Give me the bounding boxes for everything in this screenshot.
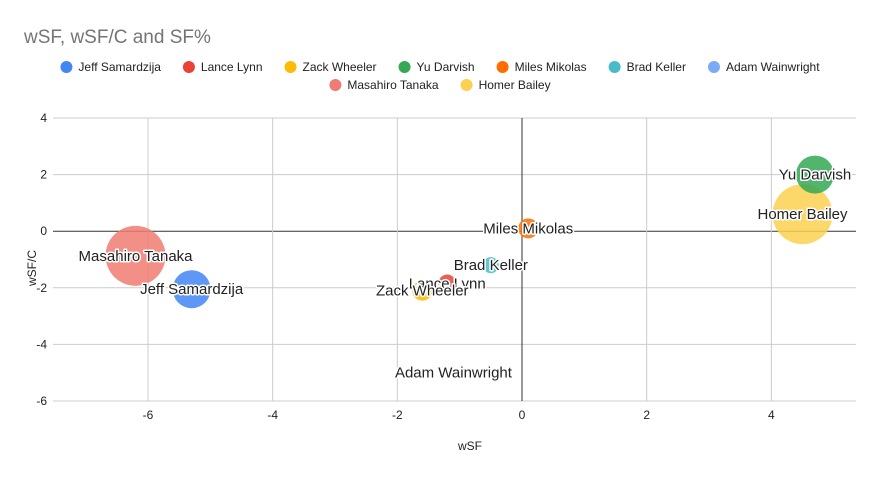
- bubble[interactable]: [518, 218, 539, 239]
- legend-label: Homer Bailey: [479, 78, 551, 92]
- legend-item[interactable]: Adam Wainwright: [707, 60, 820, 74]
- x-tick-label: -6: [143, 408, 154, 422]
- bubble[interactable]: [772, 184, 833, 245]
- y-axis-ticks: 4 2 0 -2 -4 -6: [36, 111, 47, 408]
- legend-item[interactable]: Zack Wheeler: [284, 60, 377, 74]
- y-tick-label: 2: [40, 168, 47, 182]
- chart-title: wSF, wSF/C and SF%: [23, 27, 211, 48]
- y-axis-title: wSF/C: [25, 250, 39, 287]
- bubble-label: Lance Lynn: [409, 276, 486, 293]
- legend-label: Miles Mikolas: [515, 60, 587, 74]
- legend-swatch: [496, 61, 509, 73]
- x-axis-title: wSF: [457, 439, 482, 453]
- legend-swatch: [329, 79, 342, 91]
- bubble[interactable]: [172, 270, 211, 309]
- bubbles: [105, 155, 834, 374]
- legend-swatch: [608, 61, 621, 73]
- legend-swatch: [284, 61, 297, 73]
- y-tick-label: -6: [36, 394, 47, 408]
- legend-item[interactable]: Masahiro Tanaka: [329, 78, 439, 92]
- bubble-label: Adam Wainwright: [395, 365, 513, 382]
- y-tick-label: -4: [36, 337, 47, 351]
- bubble[interactable]: [438, 274, 457, 293]
- bubble[interactable]: [412, 280, 433, 301]
- y-tick-label: -2: [36, 281, 47, 295]
- x-tick-label: 4: [768, 408, 775, 422]
- y-tick-label: 0: [40, 224, 47, 238]
- legend-item[interactable]: Brad Keller: [608, 60, 686, 74]
- bubble[interactable]: [452, 371, 455, 374]
- legend-label: Adam Wainwright: [726, 60, 820, 74]
- legend-label: Zack Wheeler: [303, 60, 377, 74]
- bubble-label: Brad Keller: [454, 257, 528, 274]
- legend-label: Yu Darvish: [417, 60, 475, 74]
- legend-item[interactable]: Lance Lynn: [182, 60, 263, 74]
- legend-swatch: [60, 61, 73, 73]
- bubble[interactable]: [105, 225, 166, 286]
- x-tick-label: 0: [519, 408, 526, 422]
- bubble-label: Miles Mikolas: [483, 220, 573, 237]
- x-axis-ticks: -6 -4 -2 0 2 4: [143, 408, 775, 422]
- legend-swatch: [182, 61, 195, 73]
- x-tick-label: 2: [643, 408, 650, 422]
- bubble-label: Yu Darvish: [779, 167, 852, 184]
- legend-label: Jeff Samardzija: [78, 60, 161, 74]
- legend-item[interactable]: Jeff Samardzija: [60, 60, 161, 74]
- legend-item[interactable]: Miles Mikolas: [496, 60, 587, 74]
- legend-label: Lance Lynn: [201, 60, 263, 74]
- bubble-label: Homer Bailey: [757, 206, 848, 223]
- y-tick-label: 4: [40, 111, 47, 125]
- legend-swatch: [707, 61, 720, 73]
- legend-label: Brad Keller: [627, 60, 686, 74]
- bubble-label: Jeff Samardzija: [140, 281, 244, 298]
- legend-label: Masahiro Tanaka: [347, 78, 438, 92]
- legend-swatch: [398, 61, 411, 73]
- x-tick-label: -4: [267, 408, 278, 422]
- bubble-label: Zack Wheeler: [376, 283, 469, 300]
- x-tick-label: -2: [392, 408, 403, 422]
- legend: Jeff Samardzija Lance Lynn Zack Wheeler Yu …: [60, 60, 820, 92]
- legend-item[interactable]: Homer Bailey: [460, 78, 551, 92]
- bubble[interactable]: [795, 155, 834, 194]
- bubble-label: Masahiro Tanaka: [79, 248, 194, 265]
- bubble[interactable]: [482, 257, 499, 274]
- legend-item[interactable]: Yu Darvish: [398, 60, 475, 74]
- legend-swatch: [460, 79, 473, 91]
